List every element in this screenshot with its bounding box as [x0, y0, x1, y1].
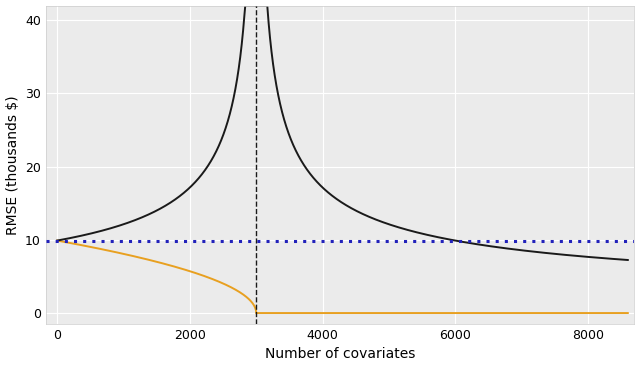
Y-axis label: RMSE (thousands $): RMSE (thousands $) [6, 95, 20, 235]
X-axis label: Number of covariates: Number of covariates [265, 348, 415, 361]
